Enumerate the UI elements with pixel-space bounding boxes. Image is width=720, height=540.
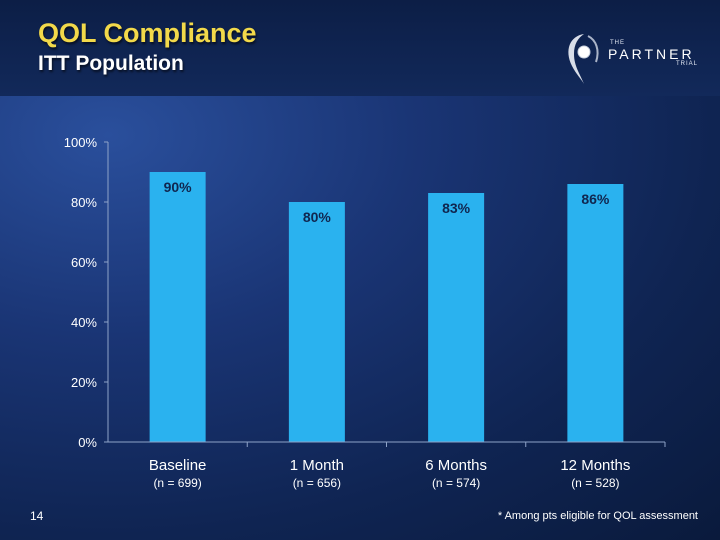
y-tick-label: 100%	[64, 135, 98, 150]
bar	[567, 184, 624, 442]
x-tick-label: Baseline	[149, 457, 207, 474]
y-tick-label: 40%	[71, 315, 97, 330]
header-band	[0, 0, 720, 96]
slide-title: QOL Compliance	[38, 18, 257, 48]
sample-size-label: (n = 656)	[293, 476, 341, 490]
x-tick-label: 6 Months	[425, 457, 487, 474]
bar	[149, 172, 206, 442]
logo-partner-text: PARTNER	[608, 46, 695, 62]
x-axis: Baseline (n = 699) 1 Month (n = 656) 6 Month…	[108, 441, 666, 490]
y-tick-label: 80%	[71, 195, 97, 210]
y-tick-label: 60%	[71, 255, 97, 270]
partner-trial-logo: THE PARTNER TRIAL	[562, 28, 712, 88]
x-tick-label: 1 Month	[290, 457, 344, 474]
bar	[288, 202, 345, 442]
footnote: * Among pts eligible for QOL assessment	[497, 510, 698, 522]
bar	[428, 193, 485, 442]
slide-number: 14	[30, 509, 44, 523]
heart-valve-icon	[568, 34, 599, 84]
data-label: 90%	[164, 179, 193, 195]
data-label: 80%	[303, 209, 332, 225]
logo-trial-text: TRIAL	[676, 61, 699, 67]
sample-size-label: (n = 528)	[571, 476, 619, 490]
data-label: 83%	[442, 200, 471, 216]
x-tick-label: 12 Months	[560, 457, 630, 474]
bars: 90% 80% 83% 86%	[149, 172, 624, 442]
slide-subtitle: ITT Population	[38, 52, 184, 75]
y-axis: 0% 20% 40% 60% 80% 100%	[64, 135, 109, 450]
sample-size-label: (n = 699)	[153, 476, 201, 490]
y-tick-label: 20%	[71, 375, 97, 390]
data-label: 86%	[581, 191, 610, 207]
y-tick-label: 0%	[78, 435, 97, 450]
sample-size-label: (n = 574)	[432, 476, 480, 490]
logo-the-text: THE	[610, 40, 625, 46]
